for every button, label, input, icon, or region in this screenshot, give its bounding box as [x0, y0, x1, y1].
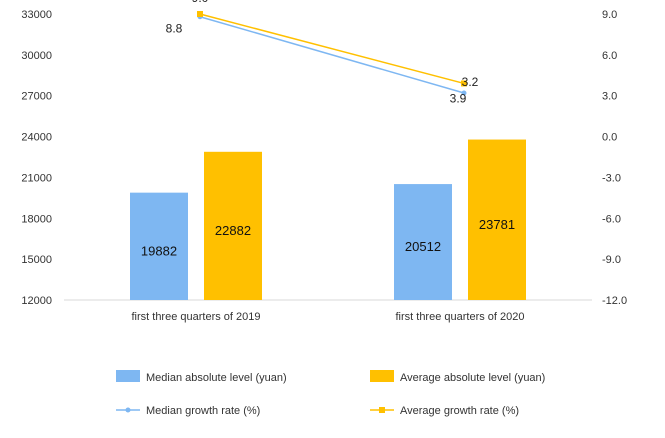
axes: 12000 15000 18000 21000 24000 27000 30000 33000… — [21, 9, 627, 323]
legend-marker — [379, 407, 385, 413]
legend-label: Average absolute level (yuan) — [400, 372, 545, 384]
right-axis-tick-label: -3.0 — [602, 172, 621, 184]
bar-data-label: 20512 — [405, 239, 441, 254]
left-axis-tick-label: 27000 — [21, 91, 52, 103]
legend-label: Average growth rate (%) — [400, 405, 519, 417]
right-axis-tick-label: -12.0 — [602, 295, 627, 307]
legend-swatch — [370, 370, 394, 382]
left-axis-tick-label: 15000 — [21, 254, 52, 266]
right-axis-tick-label: 3.0 — [602, 91, 617, 103]
right-axis-tick-label: 9.0 — [602, 9, 617, 21]
left-axis-tick-label: 33000 — [21, 9, 52, 21]
bars: 19882 20512 22882 23781 — [130, 139, 526, 300]
right-axis-tick-label: -9.0 — [602, 254, 621, 266]
lines: 8.8 3.2 9.0 3.9 — [166, 0, 479, 105]
category-label: first three quarters of 2019 — [131, 311, 260, 323]
legend-marker — [125, 407, 131, 413]
line-point — [461, 90, 467, 96]
line-data-label: 9.0 — [192, 0, 209, 5]
line-data-label: 3.9 — [450, 91, 467, 105]
right-axis-tick-label: 0.0 — [602, 132, 617, 144]
category-label: first three quarters of 2020 — [395, 311, 524, 323]
line-data-label: 3.2 — [462, 75, 479, 89]
bar — [204, 151, 262, 300]
bar — [130, 192, 188, 300]
left-axis-tick-label: 18000 — [21, 213, 52, 225]
bar-data-label: 23781 — [479, 217, 515, 232]
left-axis-tick-label: 30000 — [21, 50, 52, 62]
bar — [394, 184, 452, 300]
bar-data-label: 19882 — [141, 243, 177, 258]
legend: Median absolute level (yuan) Average abso… — [116, 370, 545, 417]
bar — [468, 139, 526, 300]
left-axis-tick-label: 24000 — [21, 132, 52, 144]
line-data-label: 8.8 — [166, 22, 183, 36]
left-axis-tick-label: 12000 — [21, 295, 52, 307]
right-axis-tick-label: 6.0 — [602, 50, 617, 62]
legend-label: Median growth rate (%) — [146, 405, 260, 417]
line-point — [197, 11, 203, 17]
series-line — [199, 13, 465, 85]
series-line — [199, 16, 465, 94]
bar-data-label: 22882 — [215, 223, 251, 238]
right-axis-tick-label: -6.0 — [602, 213, 621, 225]
left-axis-tick-label: 21000 — [21, 172, 52, 184]
line-point — [461, 80, 467, 87]
legend-swatch — [116, 370, 140, 382]
legend-label: Median absolute level (yuan) — [146, 372, 287, 384]
